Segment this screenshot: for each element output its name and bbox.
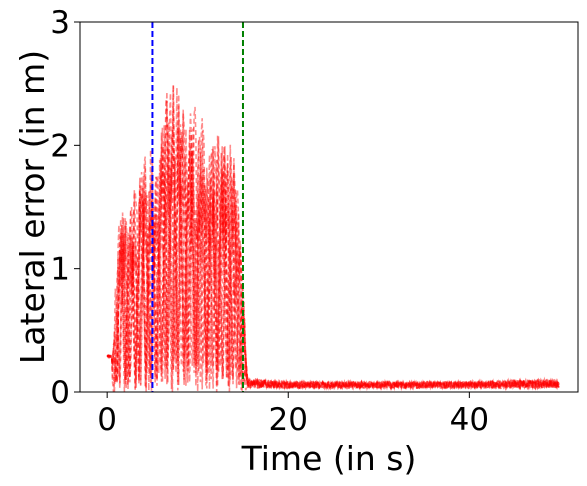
y-axis-label: Lateral error (in m) (13, 50, 52, 364)
x-tick-label: 40 (450, 402, 489, 438)
axis-ticks: 0 20 40 0 1 2 3 (50, 5, 489, 438)
lateral-error-run-line (106, 129, 560, 392)
plot-frame (79, 21, 579, 393)
x-tick-label: 0 (97, 402, 117, 438)
lateral-error-run-line (107, 106, 560, 393)
lateral-error-run-line (106, 100, 560, 392)
x-tick-label: 20 (269, 402, 308, 438)
event-lines (151, 22, 244, 392)
lateral-error-run-line (106, 85, 560, 392)
y-tick-label: 0 (50, 375, 70, 411)
lateral-error-run-line (106, 132, 560, 392)
x-axis-label: Time (in s) (241, 439, 417, 478)
lateral-error-run-line (106, 94, 560, 392)
lateral-error-run-line (106, 84, 560, 392)
lateral-error-run-line (107, 92, 560, 392)
y-tick-label: 3 (50, 5, 70, 41)
y-tick-label: 2 (50, 128, 70, 164)
y-tick-label: 1 (50, 252, 70, 288)
lateral-error-run-line (107, 91, 560, 392)
series-lines (106, 84, 560, 393)
